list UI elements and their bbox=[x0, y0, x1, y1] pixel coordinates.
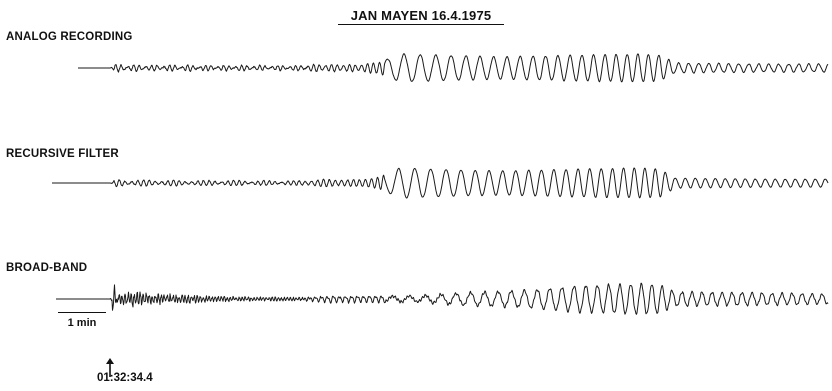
title-underline bbox=[338, 24, 504, 25]
scale-bar bbox=[58, 312, 106, 313]
trace-label-recursive: RECURSIVE FILTER bbox=[6, 148, 119, 160]
trace-recursive bbox=[52, 167, 829, 199]
onset-arrow-icon bbox=[106, 358, 114, 377]
onset-time-label: 01:32:34.4 bbox=[97, 372, 153, 384]
figure-title: JAN MAYEN 16.4.1975 bbox=[350, 8, 492, 23]
trace-broadband bbox=[56, 282, 829, 315]
scale-bar-label: 1 min bbox=[67, 317, 97, 329]
trace-label-broadband: BROAD-BAND bbox=[6, 262, 88, 274]
trace-label-analog: ANALOG RECORDING bbox=[6, 31, 133, 43]
trace-analog bbox=[78, 53, 829, 83]
